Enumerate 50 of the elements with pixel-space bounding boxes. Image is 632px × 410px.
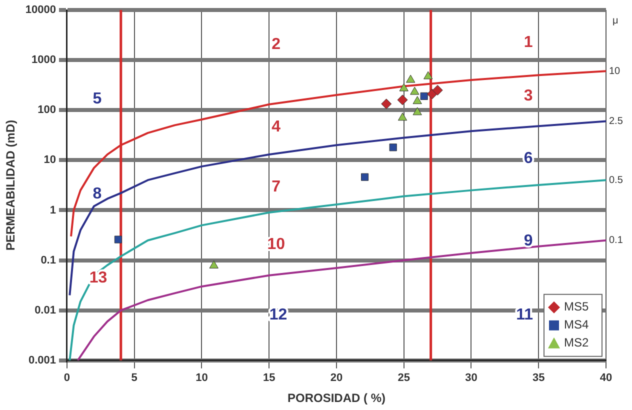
annotation: 8 [92, 186, 102, 203]
x-tick-label: 25 [398, 372, 410, 384]
annotation: 3 [524, 87, 533, 104]
point [412, 96, 422, 104]
point [397, 94, 408, 106]
x-tick-label: 40 [600, 372, 612, 384]
x-tick-label: 10 [196, 372, 208, 384]
y-tick-label: 1 [50, 204, 56, 216]
point [412, 107, 422, 116]
point [432, 84, 443, 96]
series-label: 0.1 [609, 235, 624, 246]
point [424, 71, 433, 80]
point [399, 83, 408, 92]
series-label: 0.5 [609, 174, 624, 186]
annotation: 9 [524, 232, 533, 250]
series-label: 2.5 [609, 116, 624, 127]
x-tick-label: 15 [262, 372, 276, 384]
y-axis-title: PERMEABILIDAD (mD) [4, 120, 18, 251]
point [410, 86, 420, 95]
legend-label: MS5 [564, 300, 589, 314]
y-tick-label: 1000 [32, 54, 56, 66]
x-tick-label: 30 [465, 372, 478, 384]
point [114, 236, 122, 244]
y-tick-label: 10000 [25, 4, 56, 16]
annotation: 6 [524, 150, 533, 167]
y-tick-label: 10 [44, 154, 56, 166]
annotation: 4 [272, 118, 281, 136]
point [420, 92, 428, 100]
y-tick-label: 0.001 [28, 354, 56, 366]
x-axis-title: POROSIDAD ( %) [287, 391, 386, 406]
x-tick-label: 35 [532, 372, 545, 384]
y-tick-label: 0.01 [34, 304, 56, 316]
annotation: 7 [272, 178, 281, 196]
point [361, 173, 369, 181]
point [398, 112, 408, 121]
legend-label: MS2 [564, 336, 589, 350]
y-tick-label: 100 [38, 104, 56, 116]
x-tick-label: 5 [131, 372, 138, 384]
y-tick-label: 0.1 [40, 254, 56, 266]
x-tick-label: 0 [64, 372, 70, 384]
legend-label: MS4 [564, 318, 589, 332]
annotation: 5 [92, 90, 102, 108]
annotation: 2 [272, 36, 281, 54]
point [389, 144, 397, 152]
series-label: 10 [609, 66, 621, 77]
x-tick-label: 20 [330, 372, 343, 384]
annotation: 1 [524, 34, 533, 51]
text: μ [612, 15, 618, 26]
point [381, 98, 392, 110]
point [406, 74, 416, 83]
